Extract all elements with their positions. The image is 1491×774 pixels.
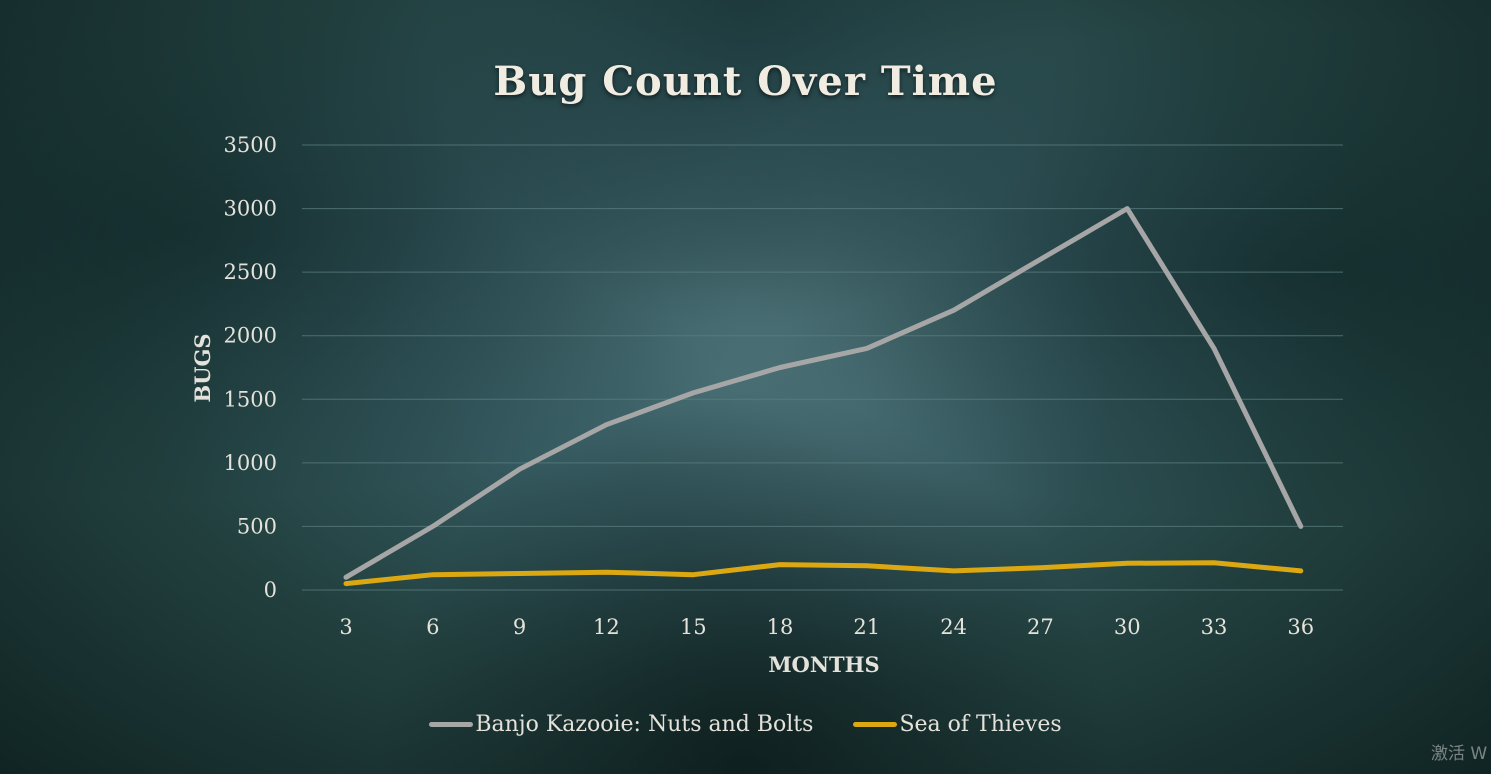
y-tick-labels: 0 500 1000 1500 2000 2500 3000 3500: [224, 133, 277, 602]
series-line-1: [343, 206, 1304, 580]
y-axis-label: BUGS: [190, 333, 215, 402]
legend-item-series-2[interactable]: Sea of Thieves: [853, 712, 1062, 737]
chart-title: Bug Count Over Time: [493, 58, 998, 105]
x-tick-label: 21: [853, 615, 880, 639]
y-tick-label: 3000: [224, 197, 277, 221]
x-tick-label: 18: [767, 615, 794, 639]
y-tick-label: 500: [237, 514, 277, 538]
y-tick-label: 1000: [224, 451, 277, 475]
y-tick-label: 1500: [224, 387, 277, 411]
x-tick-label: 30: [1114, 615, 1141, 639]
y-tick-label: 3500: [224, 133, 277, 157]
legend-swatch-series-1: [429, 722, 474, 727]
x-tick-label: 24: [940, 615, 967, 639]
series-line-2: [343, 560, 1304, 587]
legend-item-series-1[interactable]: Banjo Kazooie: Nuts and Bolts: [429, 712, 813, 737]
y-tick-label: 2000: [224, 324, 277, 348]
legend-swatch-series-2: [853, 722, 898, 727]
chart-legend: Banjo Kazooie: Nuts and Bolts Sea of Thi…: [0, 712, 1491, 737]
y-tick-label: 2500: [224, 260, 277, 284]
x-tick-label: 3: [339, 615, 352, 639]
x-tick-label: 15: [680, 615, 707, 639]
x-tick-label: 27: [1027, 615, 1054, 639]
y-tick-label: 0: [264, 578, 277, 602]
series-lines: [343, 206, 1304, 587]
activation-watermark: 激活 W: [1431, 744, 1488, 764]
x-tick-label: 33: [1201, 615, 1228, 639]
x-tick-label: 12: [593, 615, 620, 639]
x-tick-label: 36: [1287, 615, 1314, 639]
legend-label-series-2: Sea of Thieves: [899, 712, 1062, 737]
x-tick-label: 6: [426, 615, 439, 639]
gridlines: [302, 144, 1343, 591]
legend-label-series-1: Banjo Kazooie: Nuts and Bolts: [475, 712, 814, 737]
x-tick-label: 9: [513, 615, 526, 639]
x-tick-labels: 3 6 9 12 15 18 21 24 27 30 33 36: [339, 615, 1314, 639]
x-axis-label: MONTHS: [768, 652, 879, 677]
